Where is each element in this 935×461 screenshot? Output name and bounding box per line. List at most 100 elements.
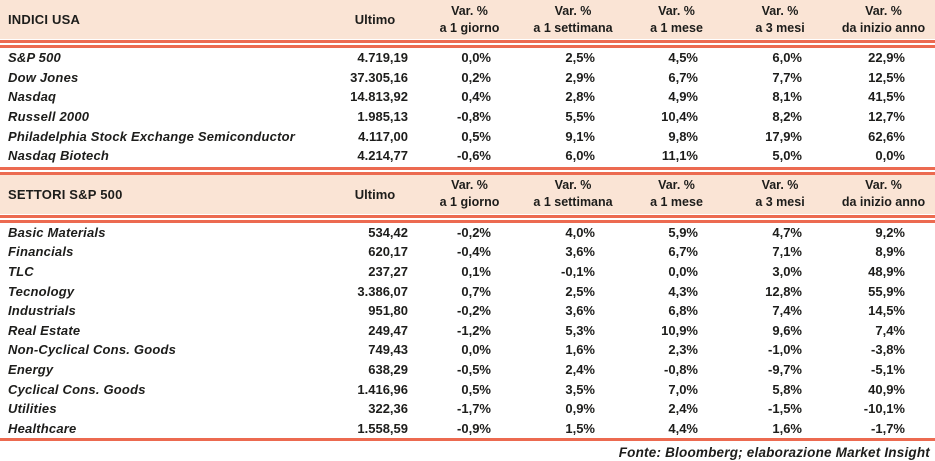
var-value-2: 9,1% bbox=[565, 128, 595, 144]
table-row: Russell 2000 1.985,13 -0,8% 5,5% 10,4% 8,2% 12… bbox=[0, 107, 935, 127]
row-label: Energy bbox=[8, 362, 54, 378]
var-value-3: -0,8% bbox=[664, 362, 698, 378]
row-label: Philadelphia Stock Exchange Semiconducto… bbox=[8, 128, 296, 144]
var-value-4: 5,8% bbox=[772, 381, 802, 397]
var-value-1: 0,5% bbox=[461, 128, 491, 144]
ultimo-value: 4.719,19 bbox=[357, 50, 408, 66]
ultimo-value: 4.117,00 bbox=[358, 128, 408, 144]
column-header-ultimo: Ultimo bbox=[354, 186, 396, 202]
var-value-4: 7,7% bbox=[772, 69, 802, 85]
row-label: Industrials bbox=[8, 303, 76, 319]
var-label: Var. % bbox=[761, 3, 799, 18]
var-value-2: 1,5% bbox=[565, 420, 595, 436]
var-value-3: 4,5% bbox=[668, 50, 698, 66]
row-label: Healthcare bbox=[8, 420, 77, 436]
ultimo-value: 237,27 bbox=[368, 264, 408, 280]
var-value-1: 0,0% bbox=[461, 342, 491, 358]
column-header-ultimo: Ultimo bbox=[354, 12, 396, 27]
ultimo-value: 37.305,16 bbox=[350, 69, 408, 85]
var-value-3: 5,9% bbox=[668, 224, 698, 240]
ultimo-value: 638,29 bbox=[368, 362, 408, 378]
var-value-5: 14,5% bbox=[868, 303, 905, 319]
var-value-1: -0,9% bbox=[457, 420, 491, 436]
var-value-1: -1,7% bbox=[457, 401, 491, 417]
var-value-2: 4,0% bbox=[565, 224, 595, 240]
var-value-4: 4,7% bbox=[772, 224, 802, 240]
var-value-1: 0,5% bbox=[461, 381, 491, 397]
var-sublabel: a 1 giorno bbox=[439, 195, 500, 210]
table-row: Utilities 322,36 -1,7% 0,9% 2,4% -1,5% -10,1% bbox=[0, 399, 935, 419]
ultimo-value: 1.558,59 bbox=[357, 420, 408, 436]
var-value-4: -1,0% bbox=[768, 342, 802, 358]
var-value-2: 3,6% bbox=[565, 303, 595, 319]
var-sublabel: a 1 settimana bbox=[533, 195, 613, 210]
var-value-5: 22,9% bbox=[868, 50, 905, 66]
table-row: Non-Cyclical Cons. Goods 749,43 0,0% 1,6% 2,… bbox=[0, 340, 935, 360]
row-label: Basic Materials bbox=[8, 224, 106, 240]
var-value-2: -0,1% bbox=[561, 264, 595, 280]
indici-usa-header: INDICI USA Ultimo Var. % a 1 giorno Var.… bbox=[0, 0, 935, 39]
column-header-var-inizio-anno: Var. % da inizio anno bbox=[832, 3, 935, 37]
row-label: S&P 500 bbox=[8, 50, 61, 66]
var-value-1: -0,2% bbox=[457, 303, 491, 319]
table-title-settori-sp500: SETTORI S&P 500 bbox=[8, 186, 123, 202]
ultimo-value: 4.214,77 bbox=[357, 148, 408, 164]
column-header-var-1-giorno: Var. % a 1 giorno bbox=[418, 3, 521, 37]
var-value-2: 5,5% bbox=[565, 109, 595, 125]
ultimo-value: 249,47 bbox=[368, 322, 408, 338]
ultimo-value: 3.386,07 bbox=[357, 283, 408, 299]
var-value-5: 9,2% bbox=[875, 224, 905, 240]
var-value-3: 6,7% bbox=[668, 244, 698, 260]
var-value-4: -9,7% bbox=[768, 362, 802, 378]
var-value-1: -0,2% bbox=[457, 224, 491, 240]
table-row: Cyclical Cons. Goods 1.416,96 0,5% 3,5% 7,0%… bbox=[0, 379, 935, 399]
var-value-5: 55,9% bbox=[868, 283, 905, 299]
var-value-5: 8,9% bbox=[875, 244, 905, 260]
var-value-4: 12,8% bbox=[765, 283, 802, 299]
var-value-4: 8,2% bbox=[772, 109, 802, 125]
header-divider bbox=[0, 214, 935, 223]
var-value-3: 4,9% bbox=[668, 89, 698, 105]
table-row: Real Estate 249,47 -1,2% 5,3% 10,9% 9,6% 7,4% bbox=[0, 321, 935, 341]
table-title-indici-usa: INDICI USA bbox=[8, 12, 81, 27]
table-row: Industrials 951,80 -0,2% 3,6% 6,8% 7,4% 14,5% bbox=[0, 301, 935, 321]
var-value-4: 6,0% bbox=[772, 50, 802, 66]
var-value-1: 0,7% bbox=[461, 283, 491, 299]
var-value-2: 2,5% bbox=[565, 283, 595, 299]
var-value-5: -3,8% bbox=[871, 342, 905, 358]
var-value-5: 0,0% bbox=[875, 148, 905, 164]
var-value-2: 3,6% bbox=[565, 244, 595, 260]
var-value-4: -1,5% bbox=[768, 401, 802, 417]
var-value-1: 0,4% bbox=[461, 89, 491, 105]
var-value-1: 0,2% bbox=[461, 69, 491, 85]
row-label: Nasdaq bbox=[8, 89, 57, 105]
column-header-var-3-mesi: Var. % a 3 mesi bbox=[728, 177, 832, 211]
ultimo-value: 749,43 bbox=[368, 342, 408, 358]
var-sublabel: a 3 mesi bbox=[755, 20, 805, 35]
source-note: Fonte: Bloomberg; elaborazione Market In… bbox=[618, 445, 930, 461]
var-value-1: -0,8% bbox=[457, 109, 491, 125]
var-value-3: 10,9% bbox=[661, 322, 698, 338]
row-label: Real Estate bbox=[8, 322, 81, 338]
ultimo-value: 534,42 bbox=[368, 224, 408, 240]
settori-sp500-header: SETTORI S&P 500 Ultimo Var. % a 1 giorno… bbox=[0, 174, 935, 214]
var-value-2: 2,4% bbox=[565, 362, 595, 378]
var-sublabel: a 1 giorno bbox=[439, 20, 500, 35]
var-label: Var. % bbox=[761, 178, 799, 193]
column-header-var-1-mese: Var. % a 1 mese bbox=[625, 3, 728, 37]
var-value-5: -1,7% bbox=[871, 420, 905, 436]
var-value-5: 12,5% bbox=[868, 69, 905, 85]
var-value-5: -10,1% bbox=[863, 401, 905, 417]
var-value-4: 17,9% bbox=[765, 128, 802, 144]
var-sublabel: da inizio anno bbox=[841, 20, 926, 35]
var-value-3: 6,8% bbox=[668, 303, 698, 319]
var-value-1: 0,1% bbox=[461, 264, 491, 280]
var-value-4: 8,1% bbox=[772, 89, 802, 105]
var-sublabel: a 3 mesi bbox=[755, 195, 805, 210]
ultimo-value: 951,80 bbox=[368, 303, 408, 319]
var-value-4: 3,0% bbox=[772, 264, 802, 280]
var-value-3: 0,0% bbox=[668, 264, 698, 280]
table-row: Basic Materials 534,42 -0,2% 4,0% 5,9% 4,7% 9,… bbox=[0, 223, 935, 243]
var-value-2: 1,6% bbox=[565, 342, 595, 358]
var-value-3: 6,7% bbox=[668, 69, 698, 85]
